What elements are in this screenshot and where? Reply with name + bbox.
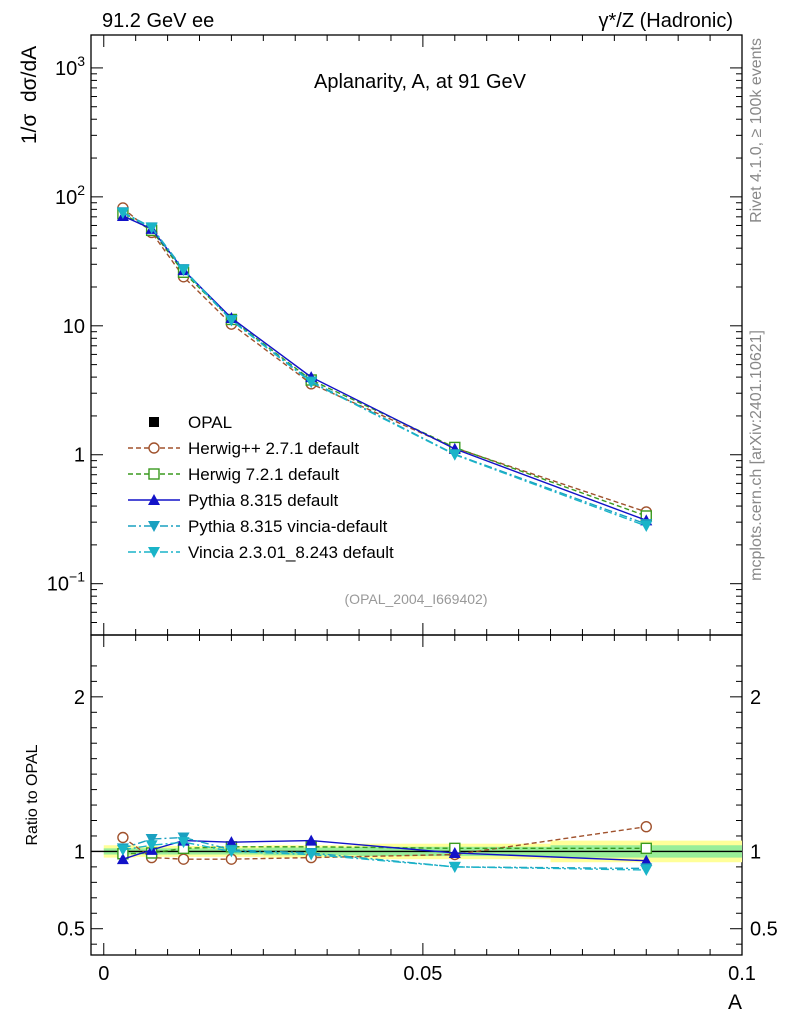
ratio-point — [177, 837, 190, 849]
legend-marker — [148, 442, 160, 454]
y-tick-label: 1 — [74, 445, 85, 467]
analysis-watermark: (OPAL_2004_I669402) — [345, 591, 488, 607]
legend-marker — [148, 521, 160, 532]
ratio-point — [640, 820, 652, 833]
ratio-point — [305, 834, 318, 846]
ratio-y-tick-label-right: 0.5 — [750, 919, 778, 941]
y-tick-label: 10 — [63, 316, 85, 338]
ratio-point — [145, 840, 158, 852]
legend-label: Pythia 8.315 vincia-default — [188, 517, 388, 536]
chart-title: Aplanarity, A, at 91 GeV — [314, 71, 527, 93]
legend-label: Vincia 2.3.01_8.243 default — [188, 543, 394, 562]
legend-label: Pythia 8.315 default — [188, 491, 339, 510]
y-tick-label: 103 — [55, 53, 85, 80]
ratio-y-tick-label: 0.5 — [57, 919, 85, 941]
x-tick-label: 0.05 — [403, 963, 442, 985]
ratio-point — [116, 853, 129, 865]
ratio-axis-ticks: 0 0.05 0.1 0.5 0.5 1 1 2 2 — [57, 635, 778, 985]
ratio-point — [117, 831, 129, 844]
ratio-point — [145, 834, 158, 846]
data-point — [145, 222, 158, 234]
ratio-point — [177, 853, 190, 865]
data-point — [225, 315, 238, 327]
ratio-point — [640, 864, 653, 876]
legend-label: Herwig++ 2.7.1 default — [188, 439, 359, 458]
legend-marker — [148, 468, 160, 480]
ratio-y-tick-label-right: 1 — [750, 841, 761, 863]
ratio-point — [640, 854, 653, 866]
legend-entry: Herwig 7.2.1 default — [128, 465, 339, 484]
ratio-point — [640, 842, 652, 855]
header-process: γ*/Z (Hadronic) — [599, 10, 733, 32]
legend-label: OPAL — [188, 413, 232, 432]
data-point — [640, 521, 653, 533]
x-tick-label: 0 — [98, 963, 109, 985]
ratio-y-tick-label: 1 — [74, 841, 85, 863]
main-series-group — [116, 202, 653, 533]
legend-entry: Pythia 8.315 vincia-default — [128, 517, 388, 536]
legend-marker — [149, 417, 159, 427]
data-point — [305, 377, 318, 389]
main-axis-ticks: 10−1 1 10 102 103 — [47, 35, 743, 636]
legend: OPAL Herwig++ 2.7.1 default Herwig 7.2.1 d… — [128, 413, 394, 562]
ratio-point — [448, 846, 461, 858]
ratio-series-group — [116, 820, 653, 876]
rivet-version-label: Rivet 4.1.0, ≥ 100k events — [748, 38, 765, 223]
ratio-point — [225, 836, 238, 848]
ratio-y-tick-label: 2 — [74, 687, 85, 709]
data-point — [448, 449, 461, 461]
mcplots-credit-label: mcplots.cern.ch [arXiv:2401.10621] — [748, 330, 765, 581]
ratio-plot-frame — [90, 634, 743, 956]
ratio-point — [448, 861, 461, 873]
x-tick-label: 0.1 — [728, 963, 756, 985]
data-point — [177, 265, 190, 277]
ratio-y-tick-label-right: 2 — [750, 687, 761, 709]
ratio-point — [225, 846, 238, 858]
header-energy: 91.2 GeV ee — [102, 10, 214, 32]
data-point — [116, 207, 129, 219]
x-axis-label: A — [728, 991, 742, 1014]
ratio-series-4 — [116, 837, 653, 876]
series-5 — [116, 207, 653, 533]
ratio-point — [305, 849, 318, 861]
legend-entry: OPAL — [149, 413, 232, 432]
ratio-point — [116, 844, 129, 856]
legend-marker — [148, 494, 160, 505]
y-tick-label: 102 — [55, 182, 85, 209]
ratio-y-axis-label: Ratio to OPAL — [24, 744, 41, 845]
legend-entry: Vincia 2.3.01_8.243 default — [128, 543, 394, 562]
legend-label: Herwig 7.2.1 default — [188, 465, 339, 484]
y-tick-label: 10−1 — [47, 569, 85, 596]
legend-entry: Pythia 8.315 default — [128, 491, 339, 510]
legend-entry: Herwig++ 2.7.1 default — [128, 439, 359, 458]
legend-marker — [148, 547, 160, 558]
main-y-axis-label: 1/σ dσ/dA — [18, 46, 41, 144]
